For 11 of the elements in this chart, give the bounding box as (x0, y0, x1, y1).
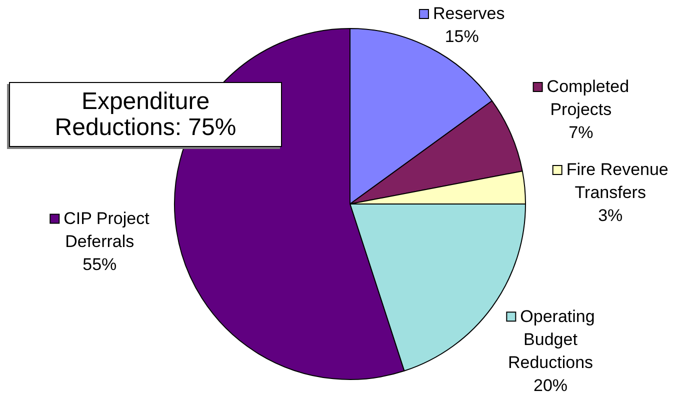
data-label: 15% (444, 27, 479, 46)
legend-label: Completed Projects (546, 77, 630, 120)
data-label: 55% (82, 254, 117, 274)
data-label: 7% (568, 123, 594, 142)
legend-label: CIP Project Deferrals (64, 208, 150, 251)
legend-label: Reserves (432, 4, 505, 24)
data-label: 20% (533, 376, 568, 395)
legend-label: Operating Budget Reductions (508, 306, 595, 372)
legend-label: Fire Revenue Transfers (566, 160, 668, 202)
data-label: 3% (598, 206, 623, 226)
text: Expenditure Reductions: 75% (9, 82, 282, 147)
